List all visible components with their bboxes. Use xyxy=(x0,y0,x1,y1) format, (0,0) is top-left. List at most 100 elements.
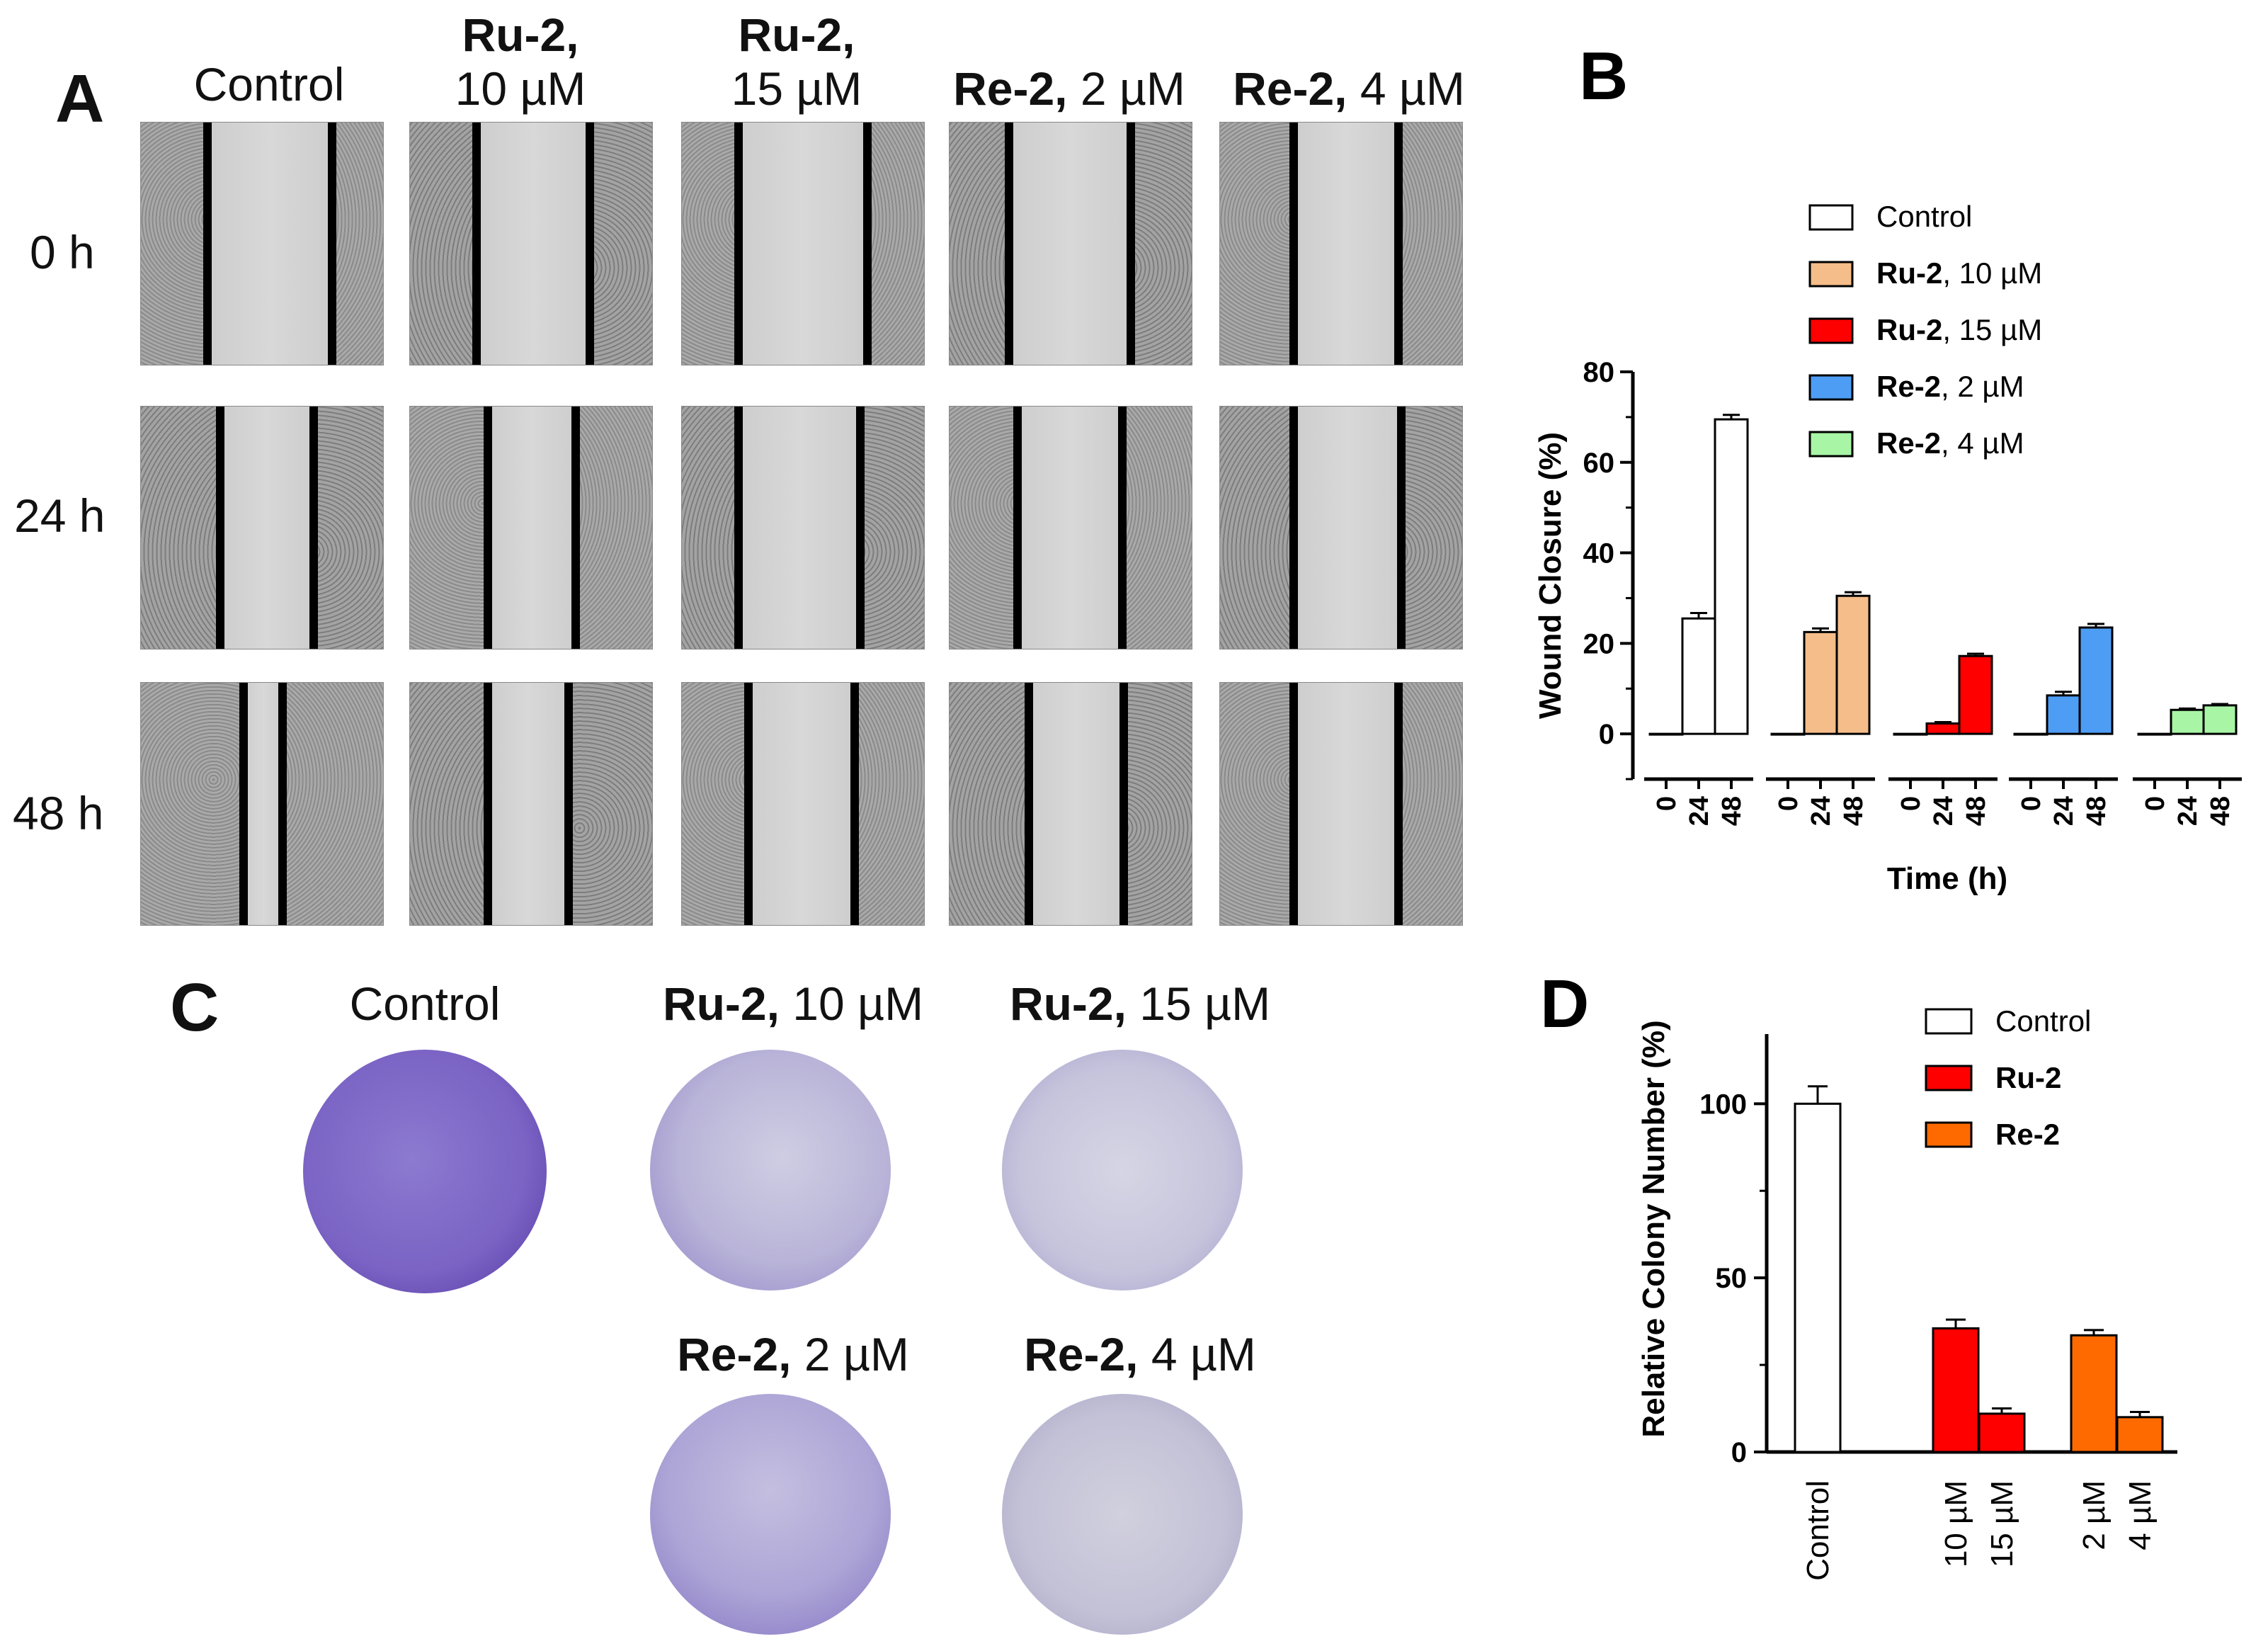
y-tick-label: 0 xyxy=(1731,1437,1747,1468)
colony-dish-ru2-15 xyxy=(1002,1050,1243,1290)
legend-label: Control xyxy=(1876,200,1972,233)
wound-image-tile xyxy=(681,406,925,649)
colony-dish-control xyxy=(303,1050,547,1293)
legend-label-rest: , 15 µM xyxy=(1942,313,2042,346)
wound-edge-line xyxy=(856,407,865,649)
col-label-control: Control xyxy=(193,58,345,110)
wound-gap xyxy=(748,683,855,925)
bar xyxy=(2046,694,2081,735)
wound-gap xyxy=(1294,683,1398,925)
row-label-48h: 48 h xyxy=(13,787,104,839)
wound-edge-line xyxy=(1013,407,1022,649)
x-tick-label: 15 µM xyxy=(1985,1480,2019,1567)
wound-gap xyxy=(739,123,867,365)
wound-gap xyxy=(488,683,569,925)
wound-image-tile xyxy=(409,682,653,926)
y-axis-label: Wound Closure (%) xyxy=(1533,432,1568,719)
wound-edge-line xyxy=(1394,683,1403,925)
wound-edge-line xyxy=(571,407,580,649)
wound-gap xyxy=(739,407,860,649)
bar xyxy=(1925,722,1961,735)
dish-label-re2-2: Re-2, 2 µM xyxy=(677,1328,909,1380)
legend-swatch xyxy=(1808,317,1854,344)
wound-edge-line xyxy=(734,123,743,365)
x-tick-label: 24 xyxy=(2049,796,2079,826)
wound-edge-line xyxy=(484,407,492,649)
dish-label-re2-4: Re-2, 4 µM xyxy=(1024,1328,1256,1380)
bar xyxy=(1794,1102,1842,1453)
legend-swatch xyxy=(1925,1008,1973,1035)
legend-label: Ru-2, 15 µM xyxy=(1876,313,2042,346)
wound-edge-line xyxy=(239,683,248,925)
x-axis-label: Time (h) xyxy=(1887,861,2007,896)
wound-image-tile xyxy=(949,122,1192,365)
x-tick-label: 4 µM xyxy=(2123,1480,2158,1550)
wound-image-tile xyxy=(681,122,925,365)
wound-gap xyxy=(1009,123,1131,365)
y-tick-label: 50 xyxy=(1716,1263,1748,1294)
wound-edge-line xyxy=(1394,123,1403,365)
colony-dish-re2-2 xyxy=(650,1394,891,1635)
wound-image-tile xyxy=(1219,406,1463,649)
x-tick-label: 24 xyxy=(1929,796,1959,826)
wound-gap xyxy=(1029,683,1124,925)
wound-edge-line xyxy=(1118,407,1127,649)
bar xyxy=(1803,630,1838,735)
legend-label-bold: Re-2 xyxy=(1876,426,1941,460)
wound-image-tile xyxy=(140,682,384,926)
wound-edge-line xyxy=(850,683,859,925)
wound-edge-line xyxy=(564,683,573,925)
y-tick-label: 80 xyxy=(1583,357,1615,388)
x-tick-label: 48 xyxy=(2082,796,2112,826)
wound-edge-line xyxy=(1289,683,1298,925)
wound-gap xyxy=(220,407,314,649)
col-label-re2-4: Re-2, 4 µM xyxy=(1233,62,1465,115)
dish-label-control: Control xyxy=(349,977,501,1030)
x-tick-label: Control xyxy=(1801,1480,1835,1581)
wound-edge-line xyxy=(1289,123,1298,365)
bar xyxy=(1714,418,1749,735)
wound-image-tile xyxy=(1219,682,1463,926)
wound-image-tile xyxy=(1219,122,1463,365)
legend-label-rest: , 4 µM xyxy=(1941,426,2024,460)
x-tick-label: 2 µM xyxy=(2077,1480,2112,1550)
x-tick-label: 48 xyxy=(1717,796,1747,826)
y-tick-label: 40 xyxy=(1583,538,1615,569)
legend-label-bold: Ru-2 xyxy=(1876,256,1942,290)
wound-image-tile xyxy=(140,406,384,649)
x-tick-label: 24 xyxy=(1685,796,1714,826)
wound-edge-line xyxy=(1289,407,1298,649)
colony-dish-re2-4 xyxy=(1002,1394,1243,1635)
bar xyxy=(2170,708,2205,735)
chart-d-colony-number: D 0 50 100 Relative Colony Number (%) Control… xyxy=(1540,966,2177,1581)
wound-edge-line xyxy=(1025,683,1033,925)
legend-label: Ru-2, 10 µM xyxy=(1876,256,2042,290)
panel-b-letter: B xyxy=(1579,38,1628,114)
wound-image-tile xyxy=(681,682,925,926)
bar xyxy=(2202,704,2238,735)
wound-gap xyxy=(1294,407,1401,649)
legend-swatch xyxy=(1808,374,1854,401)
dish-label-ru2-10: Ru-2, 10 µM xyxy=(662,977,924,1030)
legend-swatch xyxy=(1808,431,1854,458)
legend-label-rest: , 2 µM xyxy=(1941,370,2024,403)
wound-gap xyxy=(488,407,576,649)
x-tick-label: 0 xyxy=(2017,796,2046,811)
col-label-re2-2: Re-2, 2 µM xyxy=(953,62,1185,115)
wound-edge-line xyxy=(586,123,594,365)
bar xyxy=(1681,617,1716,735)
wound-edge-line xyxy=(484,683,492,925)
legend-label: Control xyxy=(1995,1004,2091,1038)
legend-label: Re-2 xyxy=(1995,1118,2060,1151)
panel-d-letter: D xyxy=(1540,966,1589,1042)
wound-edge-line xyxy=(734,407,743,649)
bar xyxy=(1835,594,1871,735)
y-tick-label: 0 xyxy=(1599,719,1614,750)
wound-edge-line xyxy=(278,683,287,925)
wound-edge-line xyxy=(1005,123,1013,365)
wound-image-tile xyxy=(949,406,1192,649)
wound-edge-line xyxy=(1397,407,1406,649)
legend-label-bold: Ru-2 xyxy=(1876,313,1942,346)
legend-label-rest: , 10 µM xyxy=(1942,256,2042,290)
